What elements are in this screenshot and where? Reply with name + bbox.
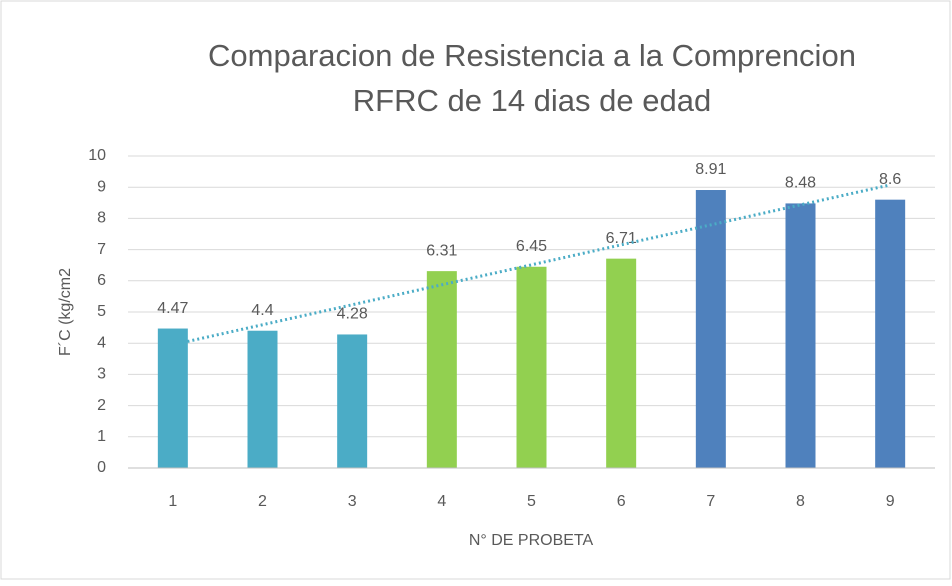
- bar: [157, 328, 188, 468]
- chart-title: Comparacion de Resistencia a la Comprenc…: [208, 38, 856, 73]
- bar: [695, 190, 726, 468]
- y-tick-label: 2: [97, 397, 106, 414]
- data-label: 8.91: [695, 161, 726, 178]
- x-tick-label: 9: [886, 493, 895, 510]
- x-axis-label: N° DE PROBETA: [469, 532, 594, 549]
- y-tick-label: 4: [97, 334, 106, 351]
- data-label: 6.31: [426, 242, 457, 259]
- y-tick-label: 9: [97, 178, 106, 195]
- data-label: 4.4: [251, 302, 273, 319]
- data-label: 8.6: [879, 171, 901, 188]
- data-label: 4.47: [157, 300, 188, 317]
- y-tick-label: 3: [97, 366, 106, 383]
- data-label: 6.45: [516, 238, 547, 255]
- x-tick-label: 2: [258, 493, 267, 510]
- y-axis-label: F´C (kg/cm2: [57, 268, 74, 356]
- y-tick-label: 8: [97, 210, 106, 227]
- x-tick-label: 1: [168, 493, 177, 510]
- y-tick-label: 6: [97, 272, 106, 289]
- bar: [875, 199, 906, 468]
- y-tick-label: 10: [88, 147, 106, 164]
- x-tick-label: 5: [527, 493, 536, 510]
- data-label: 4.28: [337, 306, 368, 323]
- bar: [785, 203, 816, 468]
- y-tick-label: 7: [97, 241, 106, 258]
- bar: [516, 266, 547, 468]
- bar: [337, 334, 368, 468]
- x-tick-label: 3: [348, 493, 357, 510]
- bar: [426, 271, 457, 468]
- data-label: 8.48: [785, 175, 816, 192]
- x-tick-label: 7: [706, 493, 715, 510]
- chart-title: RFRC de 14 dias de edad: [353, 83, 711, 118]
- y-tick-label: 5: [97, 303, 106, 320]
- y-tick-label: 1: [97, 428, 106, 445]
- x-tick-label: 6: [617, 493, 626, 510]
- x-tick-label: 4: [437, 493, 446, 510]
- bar: [247, 330, 278, 468]
- x-tick-label: 8: [796, 493, 805, 510]
- y-tick-label: 0: [97, 459, 106, 476]
- data-label: 6.71: [606, 230, 637, 247]
- bar: [606, 258, 637, 468]
